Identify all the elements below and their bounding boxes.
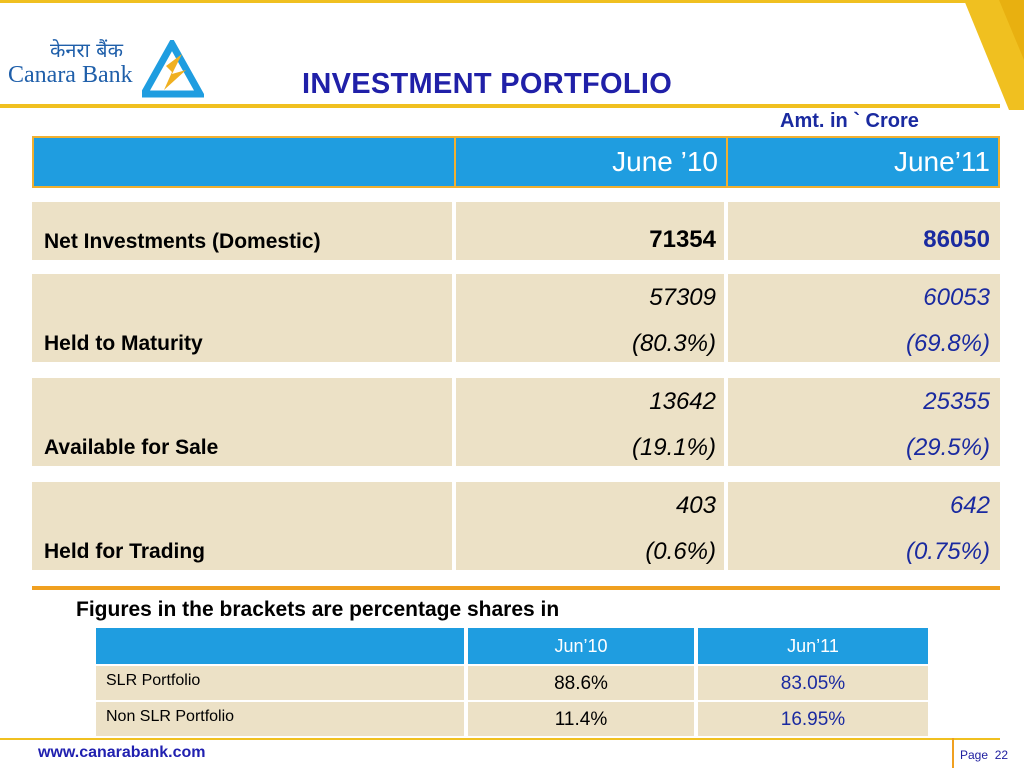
row-label: Net Investments (Domestic) — [44, 230, 321, 253]
main-table-header: June ’10 June’11 — [32, 136, 1000, 188]
page-divider — [952, 738, 954, 768]
pct-jun10: (0.6%) — [645, 538, 716, 565]
row-label: Available for Sale — [44, 436, 219, 459]
page-number: 22 — [994, 748, 1009, 762]
table-bottom-divider — [32, 586, 1000, 590]
header-cell-jun11: June’11 — [726, 136, 1000, 188]
value-jun11: 60053 — [923, 284, 990, 311]
top-border — [0, 0, 1000, 3]
slr-value-jun10: 11.4% — [554, 709, 608, 730]
footnote: Figures in the brackets are percentage s… — [76, 598, 560, 621]
slr-row-label: SLR Portfolio — [106, 672, 201, 689]
slr-row-label: Non SLR Portfolio — [106, 708, 235, 725]
logo-english-text: Canara Bank — [8, 62, 133, 88]
table-row: Net Investments (Domestic) 71354 86050 — [32, 202, 1000, 260]
header-divider — [0, 104, 1000, 108]
row-label: Held for Trading — [44, 540, 206, 563]
unit-note: Amt. in ` Crore — [780, 110, 919, 132]
slr-header-blank — [96, 628, 464, 664]
value-jun10: 71354 — [649, 226, 716, 253]
slr-value-jun10: 88.6% — [554, 673, 608, 694]
logo-hindi-text: केनरा बैंक — [50, 38, 123, 62]
row-label: Held to Maturity — [44, 332, 203, 355]
slr-header-jun11: Jun’11 — [698, 628, 928, 664]
canara-logo-icon — [142, 40, 204, 98]
pct-jun11: (0.75%) — [905, 538, 990, 565]
slr-value-jun11: 16.95% — [780, 709, 846, 730]
table-row: Available for Sale 13642 (19.1%) 25355 (… — [32, 378, 1000, 466]
page-indicator: Page 22 — [960, 748, 1008, 762]
pct-jun11: (69.8%) — [905, 330, 990, 357]
value-jun10: 13642 — [649, 388, 716, 415]
value-jun11: 642 — [949, 492, 990, 519]
value-jun11: 25355 — [923, 388, 990, 415]
header-cell-jun10: June ’10 — [454, 136, 728, 188]
slr-header-jun10: Jun’10 — [468, 628, 694, 664]
header-cell-blank — [32, 136, 456, 188]
value-jun11: 86050 — [923, 226, 990, 253]
pct-jun11: (29.5%) — [905, 434, 990, 461]
value-jun10: 403 — [675, 492, 716, 519]
pct-jun10: (80.3%) — [631, 330, 716, 357]
corner-decoration — [964, 0, 1024, 110]
website-link[interactable]: www.canarabank.com — [38, 744, 206, 761]
footer-divider — [0, 738, 1000, 740]
table-row: Held to Maturity 57309 (80.3%) 60053 (69… — [32, 274, 1000, 362]
page-title: INVESTMENT PORTFOLIO — [302, 68, 673, 100]
table-row: Held for Trading 403 (0.6%) 642 (0.75%) — [32, 482, 1000, 570]
page-label: Page — [960, 748, 989, 762]
pct-jun10: (19.1%) — [631, 434, 716, 461]
value-jun10: 57309 — [649, 284, 716, 311]
slr-value-jun11: 83.05% — [780, 673, 846, 694]
